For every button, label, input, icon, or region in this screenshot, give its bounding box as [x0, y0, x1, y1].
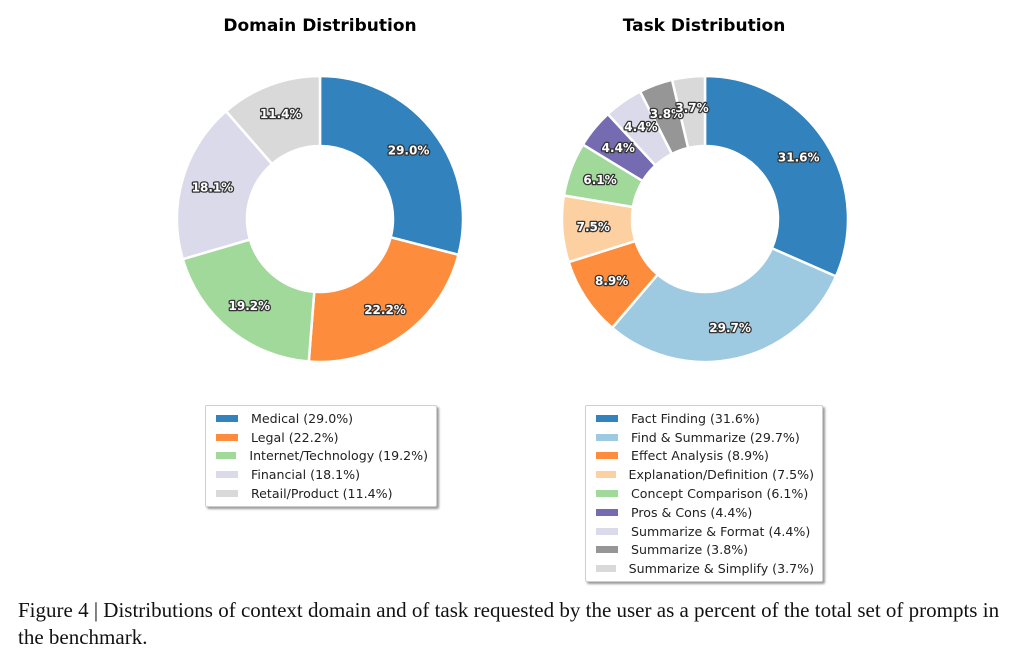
legend-label: Find & Summarize (29.7%) [631, 429, 800, 445]
task-legend: Fact Finding (31.6%) Find & Summarize (29… [585, 405, 823, 583]
legend-swatch [596, 471, 616, 479]
figure-charts: Domain Distribution Task Distribution 29… [175, 16, 850, 364]
legend-label: Internet/Technology (19.2%) [249, 448, 428, 464]
domain-legend: Medical (29.0%) Legal (22.2%) Internet/Tec… [205, 405, 437, 507]
legend-label: Concept Comparison (6.1%) [631, 486, 809, 502]
legend-swatch [216, 433, 238, 441]
domain-chart-title: Domain Distribution [223, 16, 416, 36]
legend-label: Explanation/Definition (7.5%) [628, 467, 815, 483]
legend-label: Summarize & Format (4.4%) [631, 523, 811, 539]
legend-label: Pros & Cons (4.4%) [631, 504, 753, 520]
legend-swatch [216, 452, 237, 460]
figure-caption: Figure 4 | Distributions of context doma… [18, 598, 1000, 649]
legend-swatch [596, 414, 618, 422]
domain-slice-medical [318, 74, 465, 257]
task-slice-fact-finding [703, 74, 850, 279]
domain-slice-legal [307, 235, 460, 364]
task-slice-label-concept-comparison: 6.1% [583, 173, 616, 187]
task-legend-item-find-summarize: Find & Summarize (29.7%) [594, 428, 814, 447]
domain-slice-label-internet-technology: 19.2% [229, 299, 271, 313]
domain-legend-item-internet-technology: Internet/Technology (19.2%) [214, 447, 428, 466]
task-slice-summarize-simplify [670, 74, 707, 150]
task-legend-item-explanation-definition: Explanation/Definition (7.5%) [594, 465, 814, 484]
task-donut: 31.6%29.7%8.9%7.5%6.1%4.4%4.4%3.8%3.7% [560, 74, 850, 364]
task-legend-item-fact-finding: Fact Finding (31.6%) [594, 409, 814, 428]
task-slice-label-summarize-format: 4.4% [624, 120, 657, 134]
task-slice-find-summarize [610, 246, 838, 364]
task-legend-item-summarize-format: Summarize & Format (4.4%) [594, 522, 814, 541]
task-slice-label-fact-finding: 31.6% [778, 151, 820, 165]
domain-donut: 29.0% 22.2% 19.2% 18.1% 11.4% [175, 74, 465, 364]
domain-slice-internet-technology [181, 237, 316, 363]
task-legend-item-summarize: Summarize (3.8%) [594, 541, 814, 560]
legend-label: Medical (29.0%) [251, 410, 354, 426]
legend-swatch [596, 508, 618, 516]
task-slice-label-summarize: 3.8% [650, 107, 683, 121]
legend-swatch [596, 565, 616, 573]
task-chart-title: Task Distribution [623, 16, 786, 36]
legend-label: Financial (18.1%) [251, 467, 360, 483]
legend-swatch [596, 433, 618, 441]
legend-label: Fact Finding (31.6%) [631, 410, 760, 426]
legend-label: Retail/Product (11.4%) [251, 486, 393, 502]
domain-legend-item-retail-product: Retail/Product (11.4%) [214, 484, 428, 503]
domain-legend-item-medical: Medical (29.0%) [214, 409, 428, 428]
task-legend-item-effect-analysis: Effect Analysis (8.9%) [594, 447, 814, 466]
task-legend-item-concept-comparison: Concept Comparison (6.1%) [594, 484, 814, 503]
domain-legend-item-financial: Financial (18.1%) [214, 465, 428, 484]
task-legend-item-summarize-simplify: Summarize & Simplify (3.7%) [594, 559, 814, 578]
task-slice-label-effect-analysis: 8.9% [595, 274, 628, 288]
legend-swatch [596, 452, 618, 460]
domain-slice-label-financial: 18.1% [192, 181, 234, 195]
legend-swatch [596, 527, 618, 535]
domain-slice-label-medical: 29.0% [388, 143, 430, 157]
task-slice-label-pros-cons: 4.4% [602, 141, 635, 155]
legend-swatch [596, 546, 618, 554]
legend-swatch [216, 414, 238, 422]
domain-legend-item-legal: Legal (22.2%) [214, 428, 428, 447]
legend-swatch [216, 471, 238, 479]
legend-swatch [596, 490, 618, 498]
domain-slice-financial [175, 109, 274, 261]
task-legend-item-pros-cons: Pros & Cons (4.4%) [594, 503, 814, 522]
task-slice-label-explanation-definition: 7.5% [577, 220, 610, 234]
legend-swatch [216, 490, 238, 498]
legend-label: Legal (22.2%) [251, 429, 339, 445]
legend-label: Effect Analysis (8.9%) [631, 448, 769, 464]
domain-slice-label-legal: 22.2% [364, 303, 406, 317]
domain-slice-retail-product [224, 74, 322, 166]
legend-label: Summarize (3.8%) [631, 542, 749, 558]
domain-slice-label-retail-product: 11.4% [260, 107, 302, 121]
legend-label: Summarize & Simplify (3.7%) [628, 561, 814, 577]
task-slice-label-summarize-simplify: 3.7% [675, 101, 708, 115]
task-slice-label-find-summarize: 29.7% [709, 321, 751, 335]
